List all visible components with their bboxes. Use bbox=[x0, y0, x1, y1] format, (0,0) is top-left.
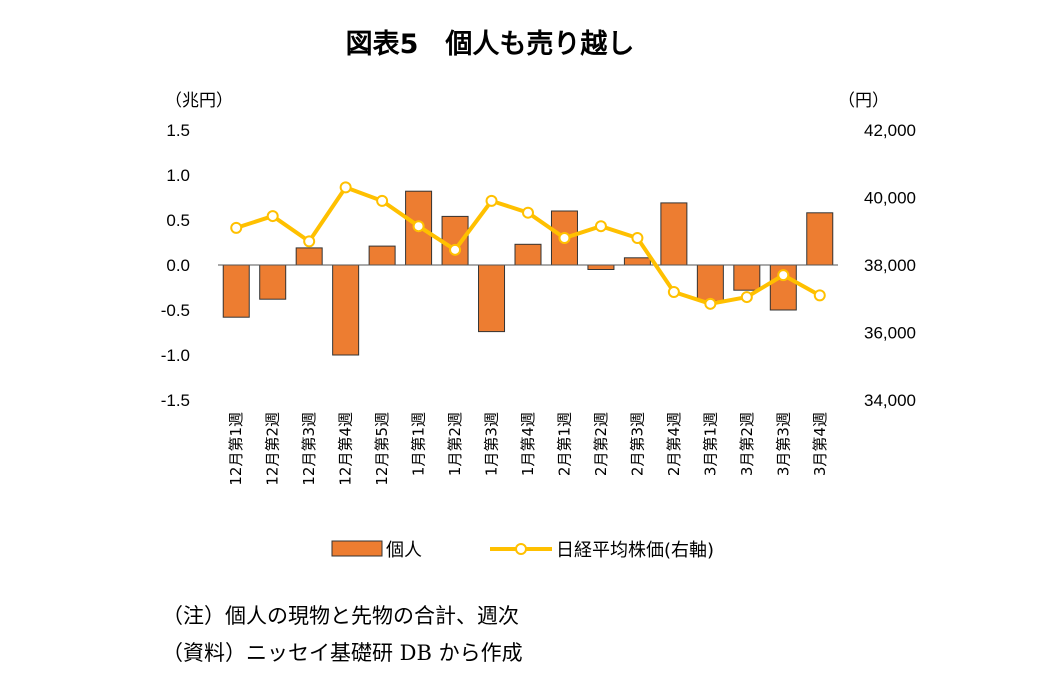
line-point-17 bbox=[813, 289, 826, 302]
bar-14 bbox=[696, 264, 724, 302]
legend-bar-swatch bbox=[331, 540, 383, 557]
bar-4 bbox=[332, 264, 360, 356]
legend-line-marker bbox=[515, 543, 527, 555]
left-axis: （兆円） 1.5 1.0 0.5 0.0 -0.5 -1.0 -1.5 bbox=[161, 91, 233, 410]
chart-title: 図表5 個人も売り越し bbox=[345, 29, 635, 60]
line-point-9 bbox=[522, 206, 534, 219]
bar-5 bbox=[368, 245, 396, 266]
bar-15 bbox=[733, 264, 761, 291]
left-tick-label: 1.0 bbox=[166, 166, 190, 185]
category-label: 2月第1週 bbox=[555, 412, 573, 476]
category-label: 1月第4週 bbox=[519, 412, 537, 476]
line-point-6 bbox=[412, 220, 425, 233]
category-label: 12月第4週 bbox=[337, 412, 355, 486]
category-label: 12月第2週 bbox=[264, 412, 282, 486]
left-axis-unit: （兆円） bbox=[165, 91, 233, 111]
right-axis-unit: （円） bbox=[838, 91, 889, 111]
footnote-note: （注）個人の現物と先物の合計、週次 bbox=[162, 604, 519, 628]
category-labels: 12月第1週 12月第2週 12月第3週 12月第4週 12月第5週 1月第1週 1月第2週… bbox=[227, 412, 829, 486]
category-label: 1月第1週 bbox=[410, 412, 428, 476]
legend-bar-label: 個人 bbox=[386, 540, 422, 561]
bar-1 bbox=[222, 264, 250, 318]
line-point-12 bbox=[631, 232, 644, 244]
category-label: 12月第1週 bbox=[227, 412, 245, 486]
right-tick-label: 36,000 bbox=[864, 324, 916, 343]
category-label: 2月第2週 bbox=[592, 412, 610, 476]
category-label: 3月第3週 bbox=[774, 412, 792, 476]
category-label: 1月第3週 bbox=[483, 412, 501, 476]
category-label: 1月第2週 bbox=[446, 412, 464, 476]
category-label: 2月第3週 bbox=[628, 412, 646, 476]
left-tick-label: 0.0 bbox=[166, 256, 190, 275]
line-point-7 bbox=[449, 243, 462, 256]
footnote-source: （資料）ニッセイ基礎研 DB から作成 bbox=[162, 641, 523, 665]
line-point-10 bbox=[558, 232, 571, 244]
line-point-8 bbox=[485, 194, 498, 207]
line-point-11 bbox=[594, 220, 607, 233]
line-point-15 bbox=[740, 291, 753, 304]
line-point-5 bbox=[376, 194, 389, 207]
right-tick-label: 38,000 bbox=[864, 256, 916, 275]
bar-8 bbox=[478, 264, 506, 333]
category-label: 3月第4週 bbox=[811, 412, 829, 476]
right-tick-label: 40,000 bbox=[864, 189, 916, 208]
line-point-16 bbox=[777, 269, 790, 282]
category-label: 12月第3週 bbox=[300, 412, 318, 486]
bar-13 bbox=[660, 202, 688, 266]
bar-11 bbox=[587, 264, 615, 270]
line-point-2 bbox=[266, 210, 279, 223]
line-point-3 bbox=[303, 235, 316, 248]
line-series bbox=[230, 181, 826, 310]
bar-17 bbox=[806, 212, 834, 266]
line-point-4 bbox=[339, 181, 352, 194]
bar-9 bbox=[514, 243, 542, 266]
left-tick-label: 0.5 bbox=[166, 211, 190, 230]
line-point-13 bbox=[667, 286, 680, 298]
category-label: 12月第5週 bbox=[373, 412, 391, 486]
bar-12 bbox=[623, 257, 651, 266]
left-tick-label: -0.5 bbox=[161, 301, 190, 320]
right-tick-label: 34,000 bbox=[864, 391, 916, 410]
legend-line-label: 日経平均株価(右軸) bbox=[556, 540, 714, 561]
bar-3 bbox=[295, 247, 323, 266]
category-label: 3月第2週 bbox=[738, 412, 756, 476]
line-point-14 bbox=[704, 297, 717, 310]
left-tick-label: 1.5 bbox=[166, 121, 190, 140]
right-tick-label: 42,000 bbox=[864, 121, 916, 140]
left-tick-label: -1.5 bbox=[161, 391, 190, 410]
category-label: 2月第4週 bbox=[665, 412, 683, 476]
right-axis: （円） 42,000 40,000 38,000 36,000 34,000 bbox=[838, 91, 916, 410]
line-point-1 bbox=[230, 221, 243, 234]
category-label: 3月第1週 bbox=[701, 412, 719, 476]
legend: 個人 日経平均株価(右軸) bbox=[331, 540, 714, 561]
bar-2 bbox=[259, 264, 287, 300]
left-tick-label: -1.0 bbox=[161, 346, 190, 365]
